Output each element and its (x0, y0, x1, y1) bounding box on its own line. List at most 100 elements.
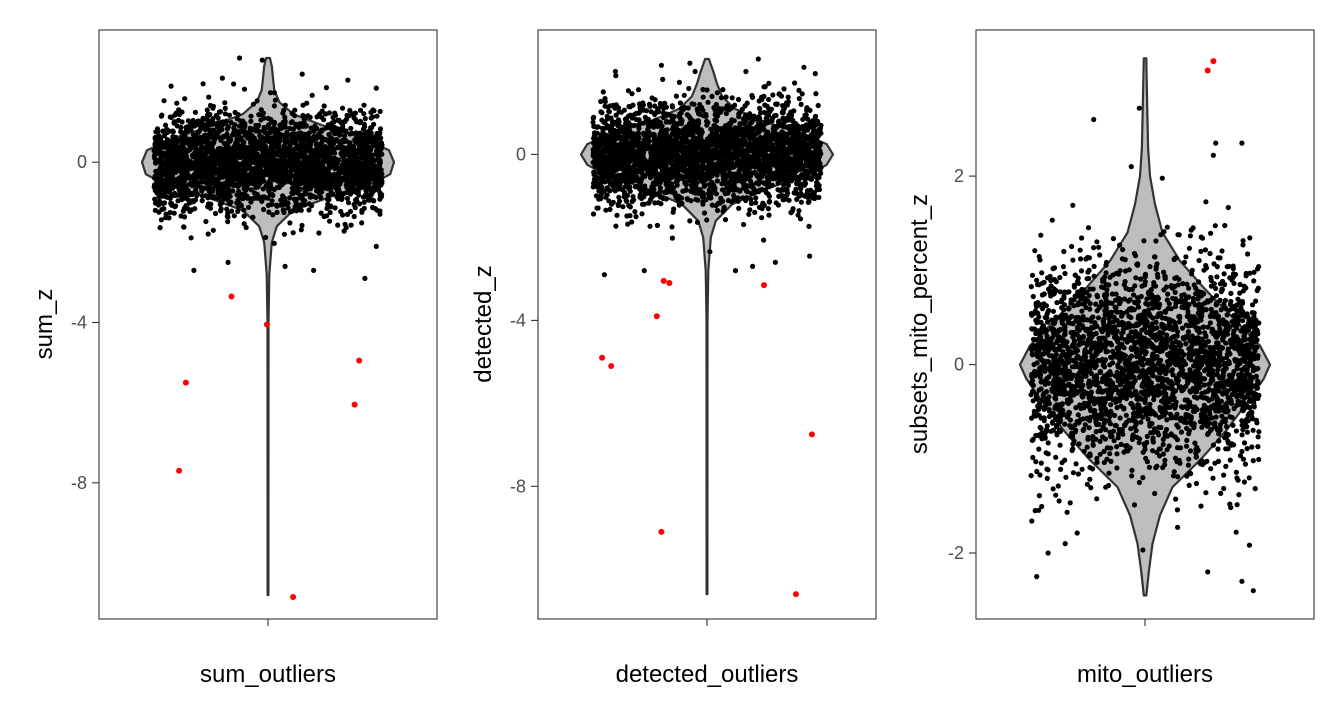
inlier-point (290, 185, 296, 191)
inlier-point (264, 134, 270, 140)
inlier-point (652, 111, 658, 118)
inlier-point (759, 215, 765, 221)
inlier-point (188, 235, 194, 241)
inlier-point (700, 190, 706, 196)
inlier-point (152, 173, 158, 179)
inlier-point (736, 111, 742, 117)
inlier-point (723, 94, 729, 100)
inlier-point (199, 193, 206, 199)
inlier-point (362, 162, 368, 168)
inlier-point (303, 132, 310, 138)
inlier-point (198, 120, 204, 126)
inlier-point (171, 210, 177, 216)
inlier-point (815, 102, 821, 109)
inlier-point (226, 136, 232, 143)
inlier-point (669, 235, 676, 241)
inlier-point (336, 117, 342, 123)
inlier-point (321, 213, 327, 220)
inlier-point (168, 155, 174, 161)
inlier-point (318, 210, 324, 216)
inlier-point (218, 208, 224, 214)
inlier-point (309, 150, 315, 156)
inlier-point (343, 128, 349, 134)
inlier-point (323, 85, 329, 91)
inlier-point (204, 147, 210, 153)
inlier-point (253, 127, 259, 133)
inlier-point (313, 194, 319, 200)
inlier-point (261, 206, 267, 213)
inlier-point (222, 105, 228, 111)
inlier-point (321, 117, 327, 123)
inlier-point (353, 117, 359, 123)
outlier-point (263, 321, 270, 328)
inlier-point (347, 159, 353, 166)
inlier-point (283, 170, 289, 176)
inlier-point (377, 108, 383, 115)
inlier-point (162, 144, 168, 150)
inlier-point (347, 208, 354, 215)
inlier-point (361, 111, 367, 117)
inlier-point (185, 187, 191, 193)
inlier-point (646, 200, 652, 206)
inlier-point (292, 113, 298, 119)
inlier-point (299, 71, 305, 77)
inlier-point (183, 153, 189, 159)
inlier-point (349, 175, 355, 181)
inlier-point (319, 181, 325, 187)
inlier-point (267, 130, 273, 136)
inlier-point (193, 120, 199, 126)
inlier-point (361, 121, 367, 127)
inlier-point (241, 139, 247, 145)
inlier-point (277, 122, 283, 128)
inlier-point (164, 194, 170, 200)
inlier-point (327, 173, 333, 179)
inlier-point (294, 159, 300, 165)
inlier-point (711, 105, 717, 111)
inlier-point (264, 162, 270, 168)
inlier-point (747, 207, 753, 213)
inlier-point (297, 186, 303, 192)
inlier-point (167, 114, 173, 120)
inlier-point (219, 75, 225, 81)
inlier-point (298, 227, 304, 233)
inlier-point (719, 181, 725, 187)
inlier-point (282, 139, 288, 145)
inlier-point (248, 187, 254, 193)
inlier-point (218, 191, 224, 197)
inlier-point (794, 196, 800, 202)
inlier-point (190, 132, 197, 138)
inlier-point (598, 98, 604, 105)
inlier-point (722, 217, 729, 223)
inlier-point (248, 118, 254, 124)
inlier-point (170, 169, 176, 175)
inlier-point (283, 133, 289, 139)
inlier-point (248, 140, 254, 146)
inlier-point (192, 109, 198, 115)
inlier-point (244, 175, 250, 181)
inlier-point (282, 114, 288, 120)
inlier-point (155, 129, 161, 135)
inlier-point (736, 205, 742, 211)
inlier-point (189, 180, 195, 187)
inlier-point (633, 214, 639, 220)
inlier-point (227, 201, 233, 207)
inlier-point (226, 146, 232, 152)
inlier-point (372, 167, 379, 173)
inlier-point (320, 157, 326, 164)
inlier-point (749, 94, 756, 100)
inlier-point (763, 120, 769, 126)
inlier-point (217, 145, 223, 151)
inlier-point (170, 129, 176, 135)
inlier-point (325, 192, 331, 198)
inlier-point (355, 134, 361, 140)
inlier-point (280, 193, 286, 199)
inlier-point (215, 120, 221, 126)
inlier-point (623, 197, 629, 203)
inlier-point (602, 99, 608, 105)
scatter-points (151, 55, 385, 281)
inlier-point (272, 151, 278, 157)
inlier-point (324, 205, 330, 211)
inlier-point (227, 193, 233, 199)
inlier-point (700, 86, 706, 93)
inlier-point (235, 181, 241, 187)
